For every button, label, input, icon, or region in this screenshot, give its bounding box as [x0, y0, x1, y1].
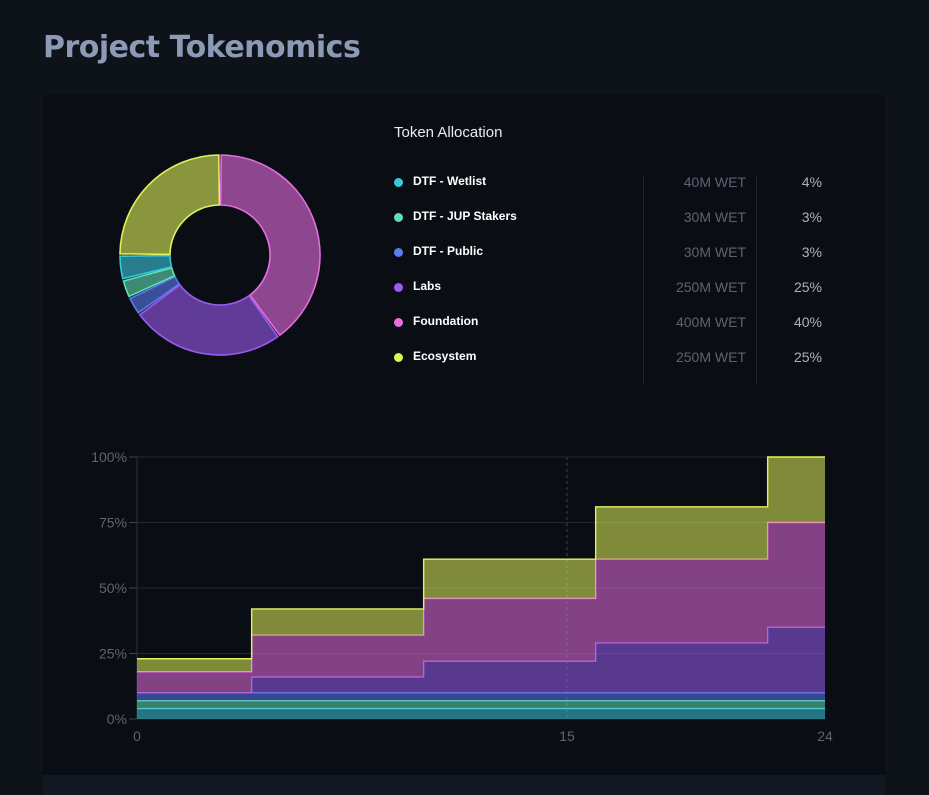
donut-slice — [138, 283, 279, 356]
donut-slice — [122, 267, 176, 298]
area-series — [137, 692, 825, 701]
donut-slice — [128, 275, 181, 314]
legend-item-name: Ecosystem — [413, 349, 477, 363]
y-tick-label: 100% — [91, 449, 127, 465]
legend-item-amount: 400M WET — [675, 314, 746, 330]
legend-item: DTF - JUP Stakers 30M WET 3% — [394, 205, 834, 240]
legend-dot-icon — [394, 283, 403, 292]
column-divider — [756, 175, 757, 383]
legend-item-percent: 3% — [801, 209, 822, 225]
allocation-donut-chart — [119, 154, 321, 356]
donut-slice — [219, 154, 321, 337]
legend-dot-icon — [394, 213, 403, 222]
donut-slice — [119, 254, 173, 280]
legend-dot-icon — [394, 318, 403, 327]
legend-dot-icon — [394, 248, 403, 257]
allocation-title: Token Allocation — [394, 124, 503, 141]
legend-item-amount: 30M WET — [683, 209, 746, 225]
legend-item: Ecosystem 250M WET 25% — [394, 345, 834, 380]
legend-item-percent: 4% — [801, 174, 822, 190]
column-divider — [643, 175, 644, 383]
area-series — [137, 522, 825, 693]
x-tick-label: 15 — [559, 728, 575, 744]
legend-item: DTF - Wetlist 40M WET 4% — [394, 170, 834, 205]
x-tick-label: 24 — [817, 728, 833, 744]
page-title: Project Tokenomics — [43, 30, 361, 65]
legend-item-name: DTF - Public — [413, 244, 483, 258]
legend-item-percent: 25% — [793, 349, 822, 365]
panel-footer — [43, 775, 885, 795]
legend-item-name: DTF - Wetlist — [413, 174, 487, 188]
y-tick-label: 25% — [99, 646, 127, 662]
y-tick-label: 75% — [99, 515, 127, 531]
donut-slice — [119, 154, 221, 256]
legend-item-percent: 25% — [793, 279, 822, 295]
y-tick-label: 0% — [107, 711, 127, 727]
vesting-area-chart: 0% 25% 50% 75% 100% 0 15 24 — [91, 449, 833, 744]
legend-item-amount: 250M WET — [675, 349, 746, 365]
legend-item-amount: 250M WET — [675, 279, 746, 295]
y-tick-label: 50% — [99, 580, 127, 596]
legend-dot-icon — [394, 353, 403, 362]
area-series — [137, 457, 825, 672]
legend-item-percent: 40% — [793, 314, 822, 330]
legend-item-name: Foundation — [413, 314, 479, 328]
legend-item-amount: 30M WET — [683, 244, 746, 260]
legend-item-name: Labs — [413, 279, 442, 293]
legend-item-amount: 40M WET — [683, 174, 746, 190]
area-series-line — [137, 456, 825, 660]
area-series — [137, 700, 825, 709]
legend-item: Foundation 400M WET 40% — [394, 310, 834, 345]
legend-item-name: DTF - JUP Stakers — [413, 209, 517, 223]
legend-item: DTF - Public 30M WET 3% — [394, 240, 834, 275]
legend-dot-icon — [394, 178, 403, 187]
x-tick-label: 0 — [133, 728, 141, 744]
legend-item: Labs 250M WET 25% — [394, 275, 834, 310]
legend-item-percent: 3% — [801, 244, 822, 260]
allocation-legend: DTF - Wetlist 40M WET 4% DTF - JUP Stakers 3… — [394, 170, 834, 380]
area-series — [137, 708, 825, 719]
